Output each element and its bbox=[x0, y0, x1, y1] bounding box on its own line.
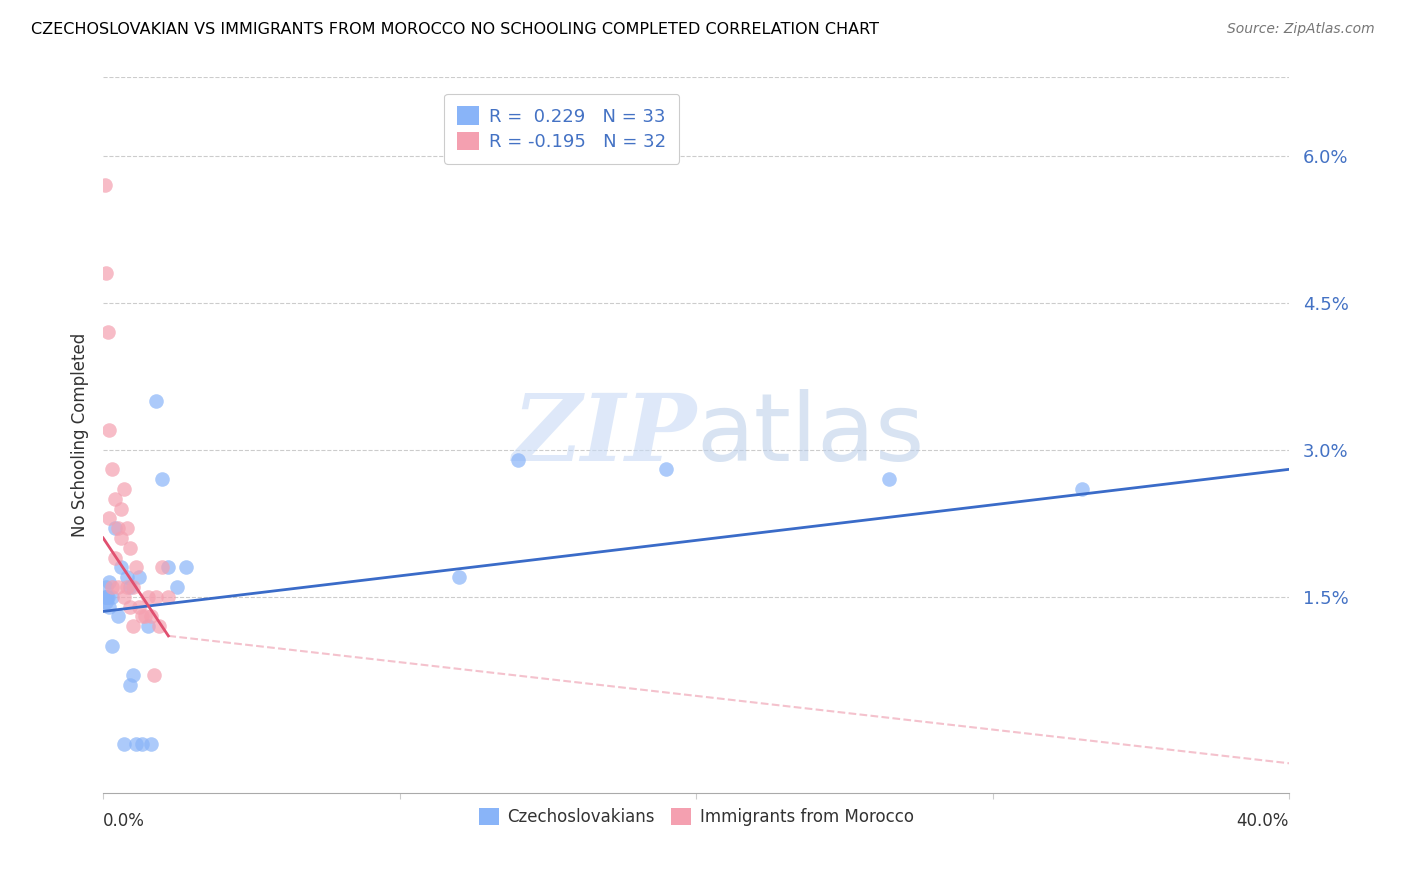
Point bbox=[131, 737, 153, 751]
Point bbox=[104, 491, 127, 506]
Text: 40.0%: 40.0% bbox=[1237, 813, 1289, 830]
Point bbox=[112, 482, 135, 496]
Point bbox=[115, 570, 138, 584]
Point bbox=[107, 580, 129, 594]
Point bbox=[110, 501, 132, 516]
Point bbox=[136, 619, 159, 633]
Point bbox=[93, 590, 115, 604]
Point bbox=[110, 560, 132, 574]
Point bbox=[98, 574, 121, 589]
Point bbox=[118, 678, 141, 692]
Point bbox=[104, 550, 127, 565]
Text: 0.0%: 0.0% bbox=[103, 813, 145, 830]
Point bbox=[98, 599, 121, 614]
Point bbox=[174, 560, 197, 574]
Point bbox=[131, 609, 153, 624]
Point bbox=[877, 472, 900, 486]
Point bbox=[112, 590, 135, 604]
Point bbox=[107, 521, 129, 535]
Point bbox=[134, 609, 156, 624]
Text: CZECHOSLOVAKIAN VS IMMIGRANTS FROM MOROCCO NO SCHOOLING COMPLETED CORRELATION CH: CZECHOSLOVAKIAN VS IMMIGRANTS FROM MOROC… bbox=[31, 22, 879, 37]
Point bbox=[94, 266, 117, 280]
Point bbox=[128, 570, 150, 584]
Point bbox=[94, 580, 117, 594]
Point bbox=[121, 580, 143, 594]
Point bbox=[1070, 482, 1092, 496]
Point bbox=[101, 590, 124, 604]
Text: atlas: atlas bbox=[696, 389, 924, 481]
Point bbox=[101, 462, 124, 476]
Point bbox=[96, 590, 118, 604]
Point bbox=[94, 594, 117, 608]
Point bbox=[118, 541, 141, 555]
Point bbox=[148, 619, 170, 633]
Point bbox=[139, 609, 162, 624]
Point bbox=[125, 560, 148, 574]
Point bbox=[508, 452, 530, 467]
Point bbox=[125, 737, 148, 751]
Point bbox=[152, 560, 174, 574]
Point bbox=[166, 580, 188, 594]
Point bbox=[157, 590, 180, 604]
Point bbox=[118, 580, 141, 594]
Point bbox=[157, 560, 180, 574]
Point bbox=[97, 590, 120, 604]
Point bbox=[101, 580, 124, 594]
Point bbox=[145, 393, 167, 408]
Point bbox=[110, 531, 132, 545]
Point bbox=[136, 590, 159, 604]
Point bbox=[104, 521, 127, 535]
Point bbox=[152, 472, 174, 486]
Point bbox=[97, 325, 120, 339]
Point bbox=[447, 570, 470, 584]
Legend: Czechoslovakians, Immigrants from Morocco: Czechoslovakians, Immigrants from Morocc… bbox=[471, 799, 922, 834]
Point bbox=[121, 668, 143, 682]
Point bbox=[115, 521, 138, 535]
Text: ZIP: ZIP bbox=[512, 390, 696, 480]
Point bbox=[142, 668, 165, 682]
Point bbox=[145, 590, 167, 604]
Point bbox=[118, 599, 141, 614]
Point bbox=[121, 619, 143, 633]
Point bbox=[655, 462, 678, 476]
Point bbox=[112, 737, 135, 751]
Text: Source: ZipAtlas.com: Source: ZipAtlas.com bbox=[1227, 22, 1375, 37]
Point bbox=[93, 178, 115, 193]
Point bbox=[94, 590, 117, 604]
Y-axis label: No Schooling Completed: No Schooling Completed bbox=[72, 333, 89, 537]
Point bbox=[101, 639, 124, 653]
Point bbox=[115, 580, 138, 594]
Point bbox=[128, 599, 150, 614]
Point bbox=[139, 737, 162, 751]
Point bbox=[98, 511, 121, 525]
Point bbox=[98, 423, 121, 437]
Point bbox=[107, 609, 129, 624]
